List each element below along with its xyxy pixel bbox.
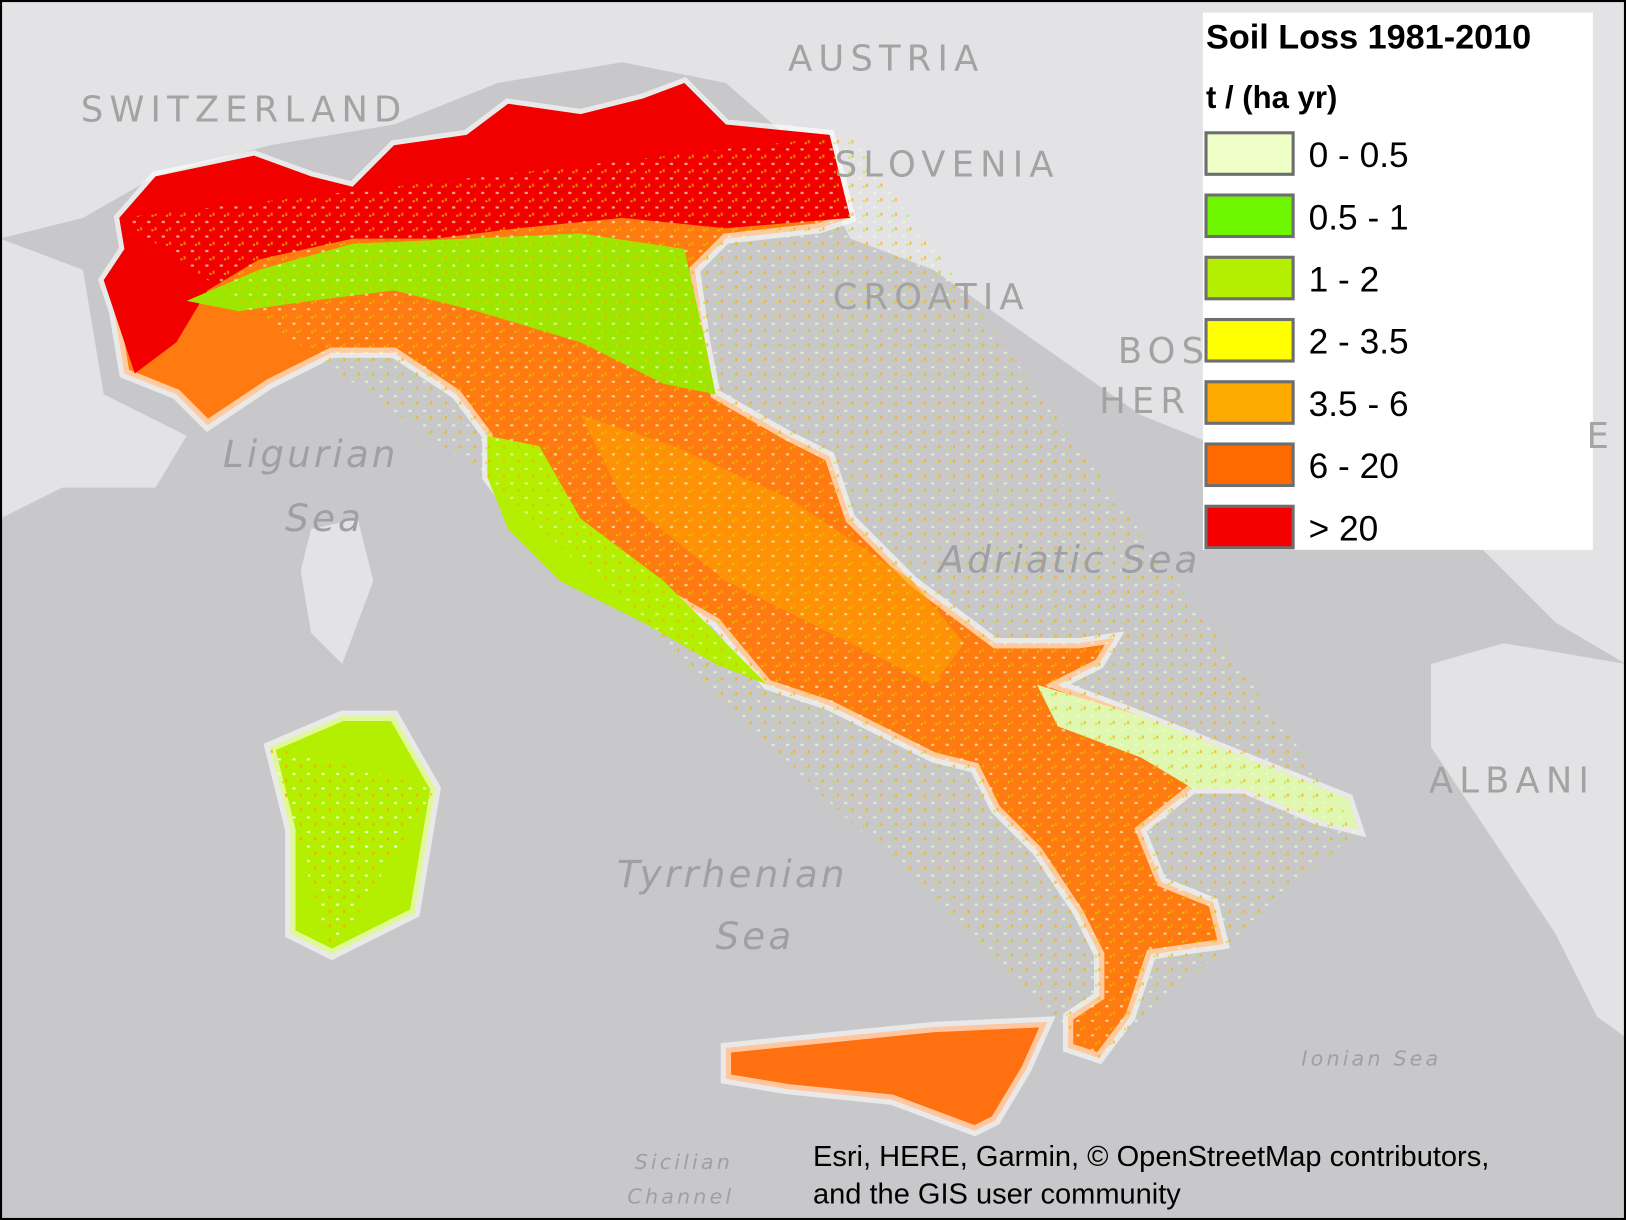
legend-label: > 20 xyxy=(1309,509,1379,548)
sardinia-speckle xyxy=(269,746,436,955)
legend-label: 0 - 0.5 xyxy=(1309,136,1409,175)
corsica xyxy=(300,518,374,664)
sea-label: Sicilian xyxy=(635,1150,733,1174)
attribution: and the GIS user community xyxy=(813,1178,1181,1210)
sea-label: Tyrrhenian xyxy=(617,852,848,896)
land-balkans xyxy=(1431,643,1626,1038)
sea-label: Sea xyxy=(285,496,364,540)
legend-label: 0.5 - 1 xyxy=(1309,198,1409,237)
country-label: SLOVENIA xyxy=(835,144,1060,185)
sea-label: Ionian Sea xyxy=(1301,1046,1441,1070)
legend-label: 6 - 20 xyxy=(1309,447,1399,486)
legend-label: 2 - 3.5 xyxy=(1309,323,1409,362)
legend-swatch xyxy=(1204,442,1295,488)
legend-label: 3.5 - 6 xyxy=(1309,385,1409,424)
country-label: SWITZERLAND xyxy=(81,89,408,130)
sea-label: Adriatic Sea xyxy=(936,538,1200,582)
sea-label: Channel xyxy=(627,1184,734,1208)
sicily xyxy=(720,1016,1056,1137)
legend-label: 1 - 2 xyxy=(1309,261,1380,300)
legend-swatch xyxy=(1204,131,1295,176)
speckle xyxy=(119,134,1359,1059)
italy xyxy=(97,76,1367,1065)
legend-swatch xyxy=(1204,504,1295,550)
legend-unit: t / (ha yr) xyxy=(1206,80,1337,115)
legend-swatch xyxy=(1204,193,1295,239)
country-label: BOS xyxy=(1118,331,1210,372)
country-label: ALBANI xyxy=(1429,761,1595,802)
legend-title: Soil Loss 1981-2010 xyxy=(1206,19,1531,57)
attribution: Esri, HERE, Garmin, © OpenStreetMap cont… xyxy=(813,1141,1489,1173)
legend-swatch xyxy=(1204,380,1295,425)
country-label: E xyxy=(1587,416,1615,457)
sea-label: Sea xyxy=(716,914,795,958)
country-label: CROATIA xyxy=(833,277,1030,318)
country-label: HER xyxy=(1099,381,1191,422)
legend-swatch xyxy=(1204,255,1295,301)
country-label: AUSTRIA xyxy=(788,39,984,80)
land-france xyxy=(0,238,187,519)
sea-label: Ligurian xyxy=(223,432,399,476)
legend-swatch xyxy=(1204,317,1295,363)
